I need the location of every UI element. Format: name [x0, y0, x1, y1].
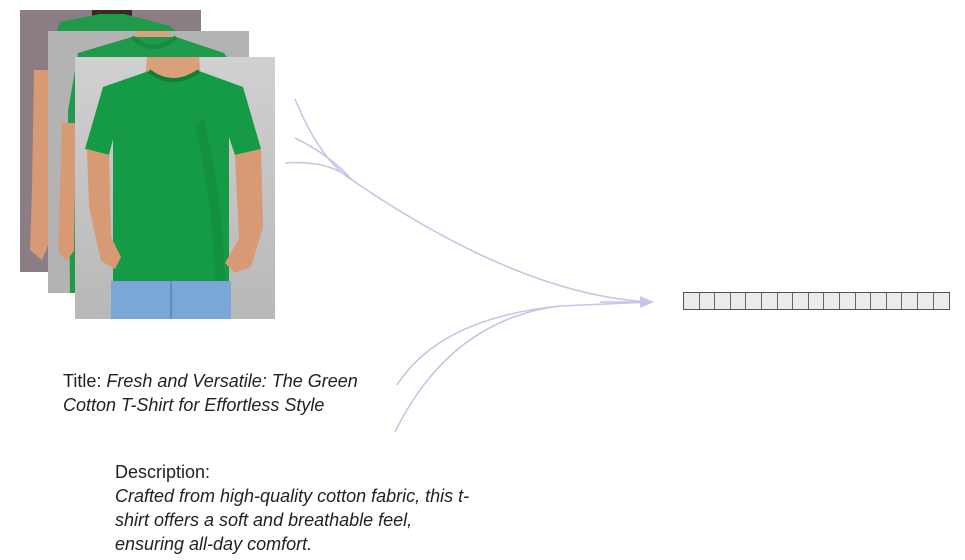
embedding-cell — [761, 293, 778, 309]
title-text: Fresh and Versatile: The Green Cotton T-… — [63, 371, 358, 415]
embedding-cell — [902, 293, 918, 309]
embedding-cell — [886, 293, 903, 309]
arrow-from-image-3 — [284, 161, 353, 181]
embedding-cell — [777, 293, 794, 309]
title-label: Title: — [63, 371, 102, 391]
description-label: Description: — [115, 462, 211, 482]
product-description: Description: Crafted from high-quality c… — [115, 460, 475, 556]
embedding-vector — [683, 292, 951, 310]
embedding-cell — [917, 293, 934, 309]
arrow-from-image-1 — [294, 98, 353, 181]
embedding-cell — [715, 293, 731, 309]
arrow-from-description — [394, 305, 561, 433]
embedding-cell — [684, 293, 700, 309]
product-title: Title: Fresh and Versatile: The Green Co… — [63, 369, 393, 417]
embedding-cell — [855, 293, 872, 309]
arrow-image-trunk — [351, 179, 651, 303]
tshirt-photo-front — [75, 57, 275, 319]
embedding-cell — [808, 293, 825, 309]
embedding-cell — [730, 293, 747, 309]
embedding-cell — [793, 293, 809, 309]
embedding-cell — [746, 293, 762, 309]
arrow-from-image-2 — [294, 137, 353, 181]
embedding-cell — [699, 293, 716, 309]
description-text: Crafted from high-quality cotton fabric,… — [115, 486, 470, 554]
embedding-cell — [824, 293, 840, 309]
embedding-cell — [933, 293, 950, 309]
embedding-cell — [839, 293, 856, 309]
embedding-cell — [871, 293, 887, 309]
